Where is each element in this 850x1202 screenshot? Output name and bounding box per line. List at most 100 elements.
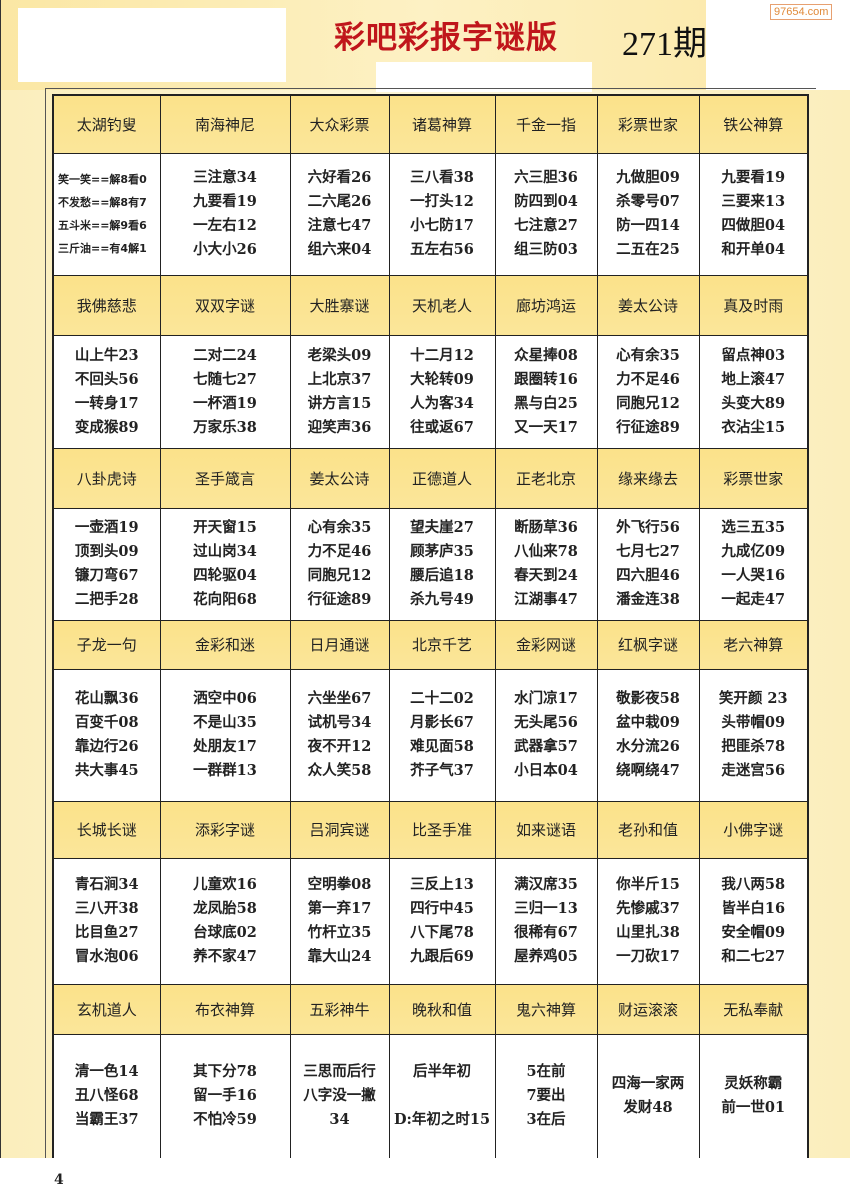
riddle-line: 断肠草36 bbox=[514, 519, 578, 536]
riddle-line: 发财48 bbox=[623, 1099, 673, 1117]
riddle-line: 一起走47 bbox=[721, 591, 786, 608]
riddle-line: 往或返67 bbox=[410, 418, 474, 436]
riddle-line: 靠大山24 bbox=[307, 948, 372, 965]
riddle-line: 走迷宫56 bbox=[721, 762, 786, 779]
source-name-cell: 太湖钓叟 bbox=[52, 94, 161, 154]
source-name-cell: 红枫字谜 bbox=[596, 619, 700, 670]
riddle-line: 顾茅庐35 bbox=[410, 543, 474, 560]
riddle-cell: 十二月12 大轮转09 人为客34 往或返67 bbox=[388, 334, 496, 449]
riddle-line: 跟圈转16 bbox=[514, 370, 578, 388]
riddle-line: 一人哭16 bbox=[721, 567, 786, 584]
riddle-cell: 众星捧08 跟圈转16 黑与白25 又一天17 bbox=[494, 334, 598, 449]
riddle-line: 杀零号07 bbox=[616, 193, 680, 210]
header-row: 我佛慈悲 双双字谜 大胜寨谜 天机老人 廊坊鸿运 姜太公诗 真及时雨 bbox=[52, 274, 809, 336]
riddle-line: 水分流26 bbox=[616, 738, 680, 755]
riddle-line: 敬影夜58 bbox=[616, 690, 680, 707]
riddle-line: 上北京37 bbox=[307, 370, 372, 388]
riddle-line: 34 bbox=[329, 1111, 350, 1129]
riddle-line: 靠边行26 bbox=[74, 738, 139, 755]
riddle-cell: 后半年初 D:年初之时15 bbox=[388, 1033, 496, 1160]
riddle-line: 小大小26 bbox=[193, 241, 257, 258]
riddle-line: 百变千08 bbox=[74, 714, 139, 731]
riddle-line: 处朋友17 bbox=[193, 738, 257, 755]
riddle-cell: 5在前 7要出 3在后 bbox=[494, 1033, 598, 1160]
riddle-line: 5在前 bbox=[526, 1063, 566, 1081]
riddle-line: 芥子气37 bbox=[410, 762, 474, 779]
riddle-line: 安全帽09 bbox=[721, 924, 786, 941]
riddle-cell: 你半斤15 先惨戚37 山里扎38 一刀砍17 bbox=[596, 857, 700, 985]
riddle-line: 先惨戚37 bbox=[616, 900, 680, 917]
riddle-cell: 断肠草36 八仙来78 春天到24 江湖事47 bbox=[494, 507, 598, 621]
riddle-line: 六三胆36 bbox=[514, 169, 578, 186]
riddle-line: 四做胆04 bbox=[721, 217, 786, 234]
riddle-line: 和二七27 bbox=[721, 948, 786, 965]
riddle-line: 心有余35 bbox=[307, 519, 372, 536]
riddle-line: 灵妖称霸 bbox=[724, 1075, 783, 1093]
riddle-line: 三注意34 bbox=[193, 169, 257, 186]
redacted-box-middle bbox=[376, 62, 592, 92]
riddle-cell: 六好看26 二六尾26 注意七47 组六来04 bbox=[289, 152, 390, 276]
riddle-line: 不是山35 bbox=[193, 714, 257, 731]
riddle-row: 清一色14 丑八怪68 当霸王37 其下分78 留一手16 不怕冷59 三思而后行 八字没一撇… bbox=[52, 1033, 809, 1160]
riddle-line: 一刀砍17 bbox=[616, 948, 680, 965]
riddle-line: 竹杆立35 bbox=[307, 924, 372, 941]
riddle-line: 清一色14 bbox=[74, 1063, 139, 1081]
source-name-cell: 圣手箴言 bbox=[159, 447, 291, 509]
riddle-cell: 外飞行56 七月七27 四六胆46 潘金连38 bbox=[596, 507, 700, 621]
riddle-line: 九要看19 bbox=[193, 193, 257, 210]
outer-frame bbox=[45, 88, 816, 1159]
header-row: 长城长谜 添彩字谜 吕洞宾谜 比圣手准 如来谜语 老孙和值 小佛字谜 bbox=[52, 800, 809, 859]
riddle-line: 黑与白25 bbox=[514, 394, 578, 412]
riddle-line: 当霸王37 bbox=[74, 1111, 139, 1129]
riddle-line: 三要来13 bbox=[721, 193, 786, 210]
riddle-line: 同胞兄12 bbox=[616, 394, 680, 412]
riddle-line: 又一天17 bbox=[514, 418, 578, 436]
riddle-cell: 水门凉17 无头尾56 武器拿57 小日本04 bbox=[494, 668, 598, 802]
riddle-line: 一转身17 bbox=[74, 394, 139, 412]
riddle-line: 一群群13 bbox=[193, 762, 257, 779]
riddle-cell: 四海一家两 发财48 bbox=[596, 1033, 700, 1160]
riddle-line: 四行中45 bbox=[410, 900, 474, 917]
riddle-line: 我八两58 bbox=[721, 876, 786, 893]
riddle-cell: 空明拳08 第一弃17 竹杆立35 靠大山24 bbox=[289, 857, 390, 985]
riddle-line: 九跟后69 bbox=[410, 948, 474, 965]
source-name-cell: 添彩字谜 bbox=[159, 800, 291, 859]
riddle-line: 杀九号49 bbox=[410, 591, 474, 608]
riddle-line: 九成亿09 bbox=[721, 543, 786, 560]
source-name-cell: 大众彩票 bbox=[289, 94, 390, 154]
riddle-line: 外飞行56 bbox=[616, 519, 680, 536]
source-name-cell: 我佛慈悲 bbox=[52, 274, 161, 336]
source-name-cell: 财运滚滚 bbox=[596, 983, 700, 1035]
riddle-line: 花山飘36 bbox=[74, 690, 139, 707]
riddle-line: 组六来04 bbox=[307, 241, 372, 258]
riddle-line: 二对二24 bbox=[193, 346, 257, 364]
riddle-cell: 青石涧34 三八开38 比目鱼27 冒水泡06 bbox=[52, 857, 161, 985]
riddle-line: 和开单04 bbox=[721, 241, 786, 258]
riddle-line: 万家乐38 bbox=[193, 418, 257, 436]
source-name-cell: 正老北京 bbox=[494, 447, 598, 509]
riddle-cell: 笑开颜 23 头带帽09 把匪杀78 走迷宫56 bbox=[698, 668, 809, 802]
source-name-cell: 姜太公诗 bbox=[289, 447, 390, 509]
riddle-line: 笑一笑==解8看0 bbox=[58, 173, 147, 186]
source-name-cell: 晚秋和值 bbox=[388, 983, 496, 1035]
riddle-line: 腰后追18 bbox=[410, 567, 474, 584]
source-name-cell: 五彩神牛 bbox=[289, 983, 390, 1035]
riddle-line: 行征途89 bbox=[307, 591, 372, 608]
riddle-line: 望夫崖27 bbox=[410, 519, 474, 536]
riddle-line: 人为客34 bbox=[410, 394, 474, 412]
riddle-line: 屋养鸡05 bbox=[514, 948, 578, 965]
source-name-cell: 布衣神算 bbox=[159, 983, 291, 1035]
riddle-line: 三斤油==有4解1 bbox=[58, 242, 147, 255]
watermark: 97654.com bbox=[770, 4, 833, 20]
riddle-line: 四轮驱04 bbox=[193, 567, 257, 584]
riddle-row: 山上牛23 不回头56 一转身17 变成猴89 二对二24 七随七27 一杯酒19 万家乐38… bbox=[52, 334, 809, 449]
riddle-line: 过山岗34 bbox=[193, 543, 257, 560]
riddle-line: 后半年初 bbox=[413, 1063, 471, 1081]
riddle-line: 四六胆46 bbox=[616, 567, 680, 584]
riddle-cell: 二对二24 七随七27 一杯酒19 万家乐38 bbox=[159, 334, 291, 449]
riddle-cell: 老梁头09 上北京37 讲方言15 迎笑声36 bbox=[289, 334, 390, 449]
source-name-cell: 玄机道人 bbox=[52, 983, 161, 1035]
riddle-cell: 笑一笑==解8看0 不发愁==解8有7 五斗米==解9看6 三斤油==有4解1 bbox=[52, 152, 161, 276]
page-title: 彩吧彩报字谜版 bbox=[334, 20, 558, 56]
source-name-cell: 北京千艺 bbox=[388, 619, 496, 670]
